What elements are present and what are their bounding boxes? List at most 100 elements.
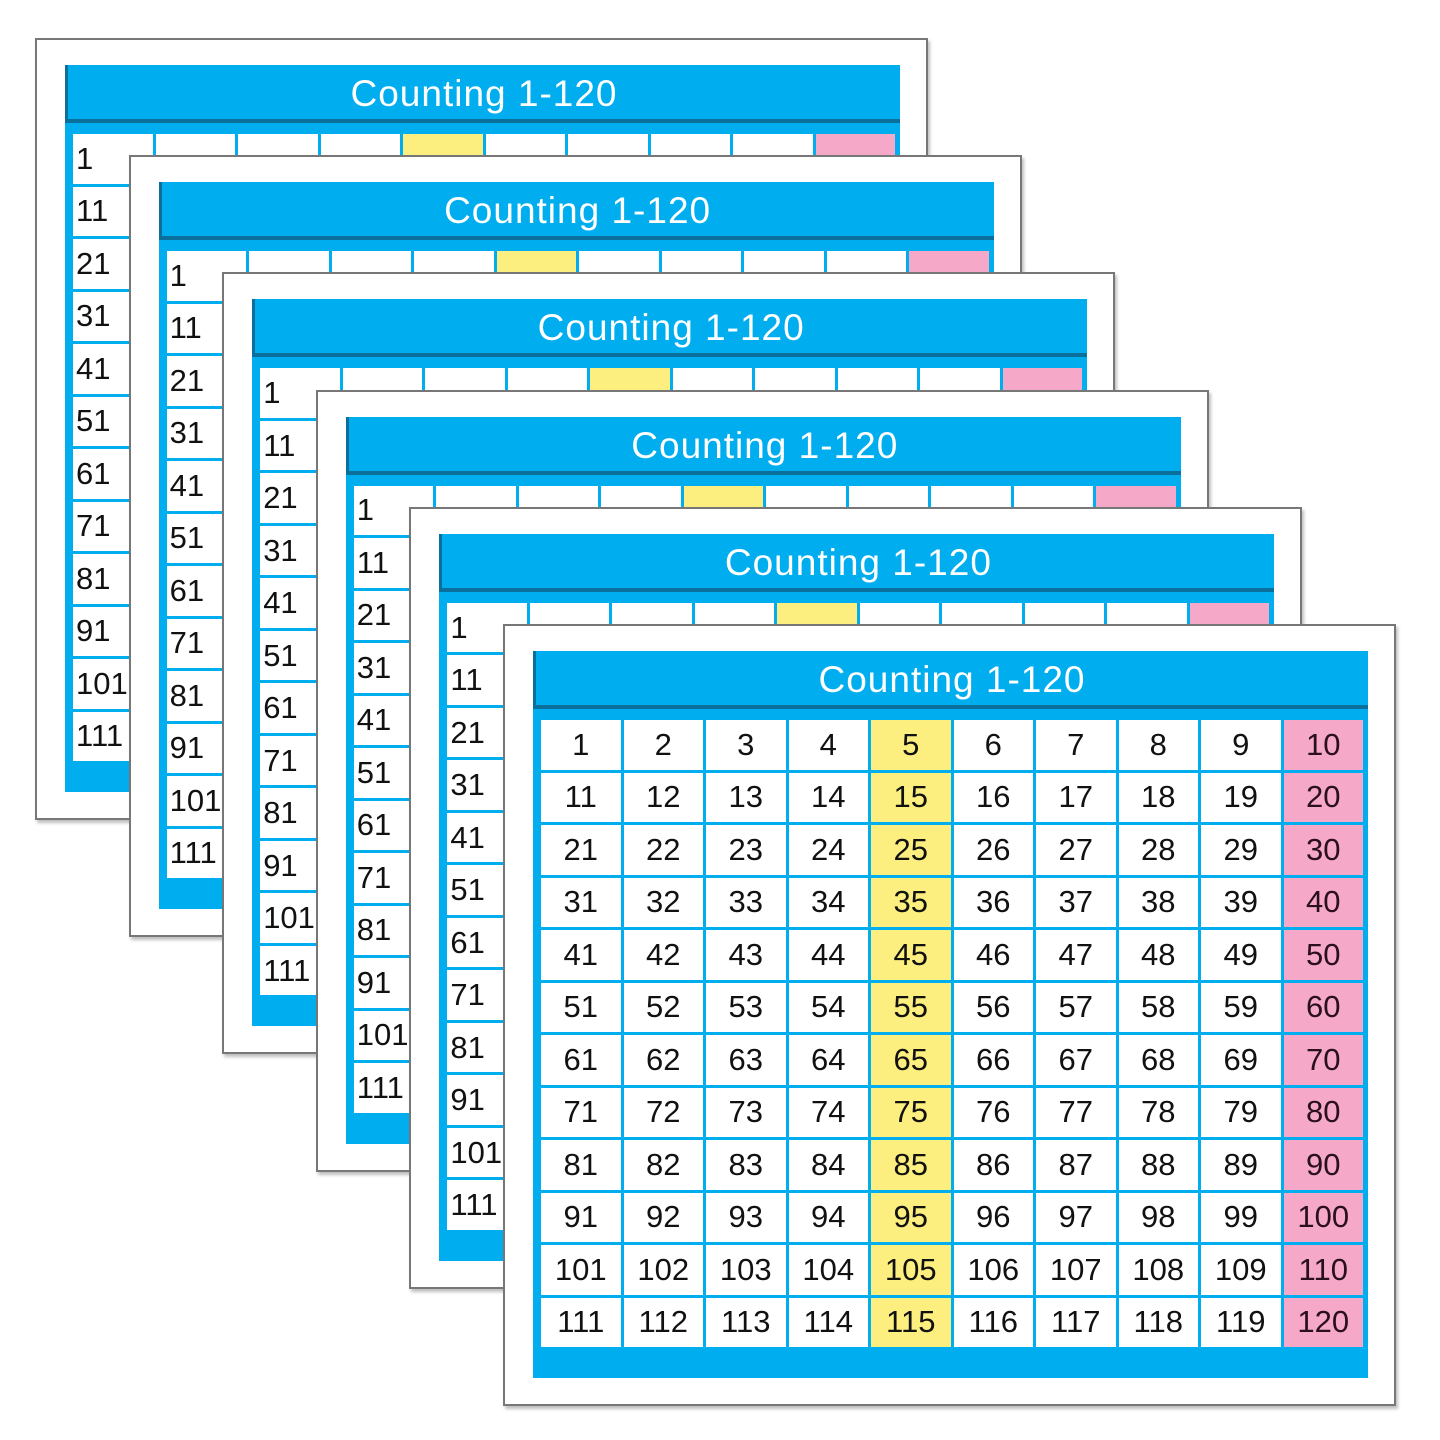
number-cell: 55 (871, 982, 951, 1032)
number-cell: 1 (541, 720, 621, 770)
number-cell: 78 (1118, 1087, 1198, 1137)
number-cell: 57 (1036, 982, 1116, 1032)
number-cell: 16 (953, 772, 1033, 822)
number-cell: 104 (788, 1245, 868, 1295)
number-cell: 11 (541, 772, 621, 822)
chart-title: Counting 1-120 (439, 533, 1275, 592)
number-cell: 109 (1201, 1245, 1281, 1295)
number-cell: 19 (1201, 772, 1281, 822)
number-cell: 33 (706, 877, 786, 927)
number-cell: 30 (1283, 825, 1363, 875)
number-cell: 77 (1036, 1087, 1116, 1137)
number-cell: 116 (953, 1297, 1033, 1347)
number-cell: 32 (623, 877, 703, 927)
number-cell: 39 (1201, 877, 1281, 927)
number-cell: 26 (953, 825, 1033, 875)
number-cell: 49 (1201, 930, 1281, 980)
number-cell: 7 (1036, 720, 1116, 770)
number-cell: 91 (541, 1192, 621, 1242)
number-cell: 66 (953, 1035, 1033, 1085)
number-cell: 85 (871, 1140, 951, 1190)
number-cell: 46 (953, 930, 1033, 980)
number-cell: 17 (1036, 772, 1116, 822)
number-cell: 45 (871, 930, 951, 980)
number-cell: 37 (1036, 877, 1116, 927)
number-cell: 23 (706, 825, 786, 875)
number-cell: 31 (541, 877, 621, 927)
number-cell: 63 (706, 1035, 786, 1085)
number-cell: 64 (788, 1035, 868, 1085)
number-cell: 15 (871, 772, 951, 822)
number-cell: 90 (1283, 1140, 1363, 1190)
number-cell: 6 (953, 720, 1033, 770)
chart-title: Counting 1-120 (345, 416, 1181, 475)
number-cell: 20 (1283, 772, 1363, 822)
number-cell: 42 (623, 930, 703, 980)
number-cell: 102 (623, 1245, 703, 1295)
number-cell: 8 (1118, 720, 1198, 770)
number-cell: 59 (1201, 982, 1281, 1032)
number-cell: 68 (1118, 1035, 1198, 1085)
number-cell: 25 (871, 825, 951, 875)
number-cell: 106 (953, 1245, 1033, 1295)
number-cell: 72 (623, 1087, 703, 1137)
number-cell: 115 (871, 1297, 951, 1347)
number-cell: 22 (623, 825, 703, 875)
chart-title: Counting 1-120 (533, 651, 1368, 709)
number-cell: 34 (788, 877, 868, 927)
number-cell: 84 (788, 1140, 868, 1190)
number-cell: 111 (541, 1297, 621, 1347)
number-cell: 76 (953, 1087, 1033, 1137)
number-cell: 117 (1036, 1297, 1116, 1347)
number-cell: 41 (541, 930, 621, 980)
number-cell: 51 (541, 982, 621, 1032)
number-cell: 14 (788, 772, 868, 822)
number-cell: 75 (871, 1087, 951, 1137)
number-cell: 3 (706, 720, 786, 770)
number-cell: 118 (1118, 1297, 1198, 1347)
number-cell: 36 (953, 877, 1033, 927)
number-cell: 97 (1036, 1192, 1116, 1242)
number-grid: 1 2 3 4 5 6 7 8 9 10 11 12 13 14 15 16 17 18 19 20 21 22 23 24 2… (541, 720, 1363, 1347)
number-cell: 82 (623, 1140, 703, 1190)
number-cell: 12 (623, 772, 703, 822)
number-cell: 70 (1283, 1035, 1363, 1085)
number-cell: 44 (788, 930, 868, 980)
number-cell: 93 (706, 1192, 786, 1242)
number-cell: 99 (1201, 1192, 1281, 1242)
number-cell: 73 (706, 1087, 786, 1137)
number-cell: 103 (706, 1245, 786, 1295)
number-cell: 4 (788, 720, 868, 770)
number-cell: 89 (1201, 1140, 1281, 1190)
number-cell: 83 (706, 1140, 786, 1190)
chart-panel: Counting 1-120 1 2 3 4 5 6 7 8 9 10 11 12 13 14 15 16 17 1… (533, 651, 1368, 1378)
number-cell: 62 (623, 1035, 703, 1085)
number-cell: 88 (1118, 1140, 1198, 1190)
number-cell: 110 (1283, 1245, 1363, 1295)
number-cell: 69 (1201, 1035, 1281, 1085)
number-cell: 27 (1036, 825, 1116, 875)
number-cell: 114 (788, 1297, 868, 1347)
chart-title: Counting 1-120 (158, 182, 994, 241)
number-cell: 38 (1118, 877, 1198, 927)
number-cell: 71 (541, 1087, 621, 1137)
number-cell: 54 (788, 982, 868, 1032)
number-cell: 65 (871, 1035, 951, 1085)
chart-title: Counting 1-120 (252, 299, 1088, 358)
number-cell: 112 (623, 1297, 703, 1347)
number-cell: 119 (1201, 1297, 1281, 1347)
number-cell: 101 (541, 1245, 621, 1295)
number-cell: 95 (871, 1192, 951, 1242)
number-cell: 18 (1118, 772, 1198, 822)
number-cell: 40 (1283, 877, 1363, 927)
number-cell: 81 (541, 1140, 621, 1190)
number-cell: 87 (1036, 1140, 1116, 1190)
number-cell: 47 (1036, 930, 1116, 980)
chart-title: Counting 1-120 (65, 65, 900, 123)
number-cell: 100 (1283, 1192, 1363, 1242)
counting-chart-card-front: Counting 1-120 1 2 3 4 5 6 7 8 9 10 11 12 13 14 15 16 17 1… (503, 624, 1396, 1406)
number-cell: 74 (788, 1087, 868, 1137)
number-cell: 107 (1036, 1245, 1116, 1295)
number-cell: 29 (1201, 825, 1281, 875)
number-cell: 94 (788, 1192, 868, 1242)
